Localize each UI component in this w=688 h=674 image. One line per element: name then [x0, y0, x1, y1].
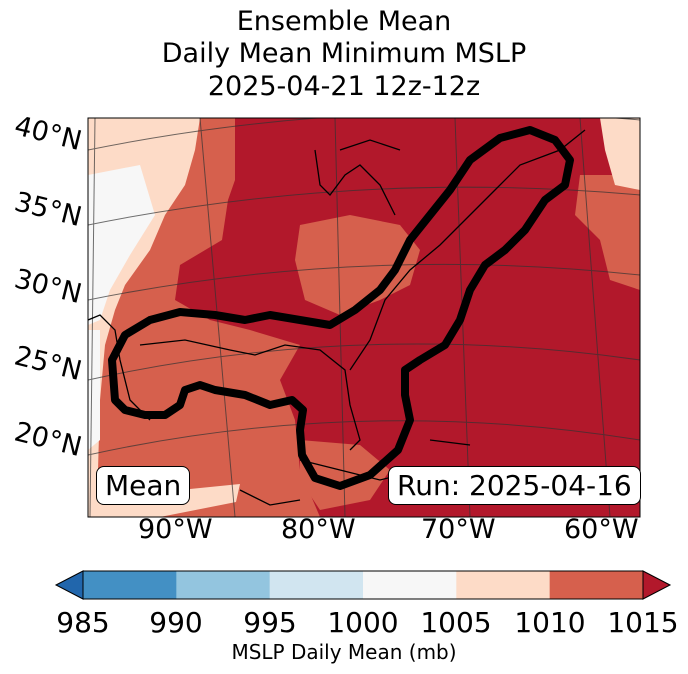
colorbar-tick-990: 990 — [149, 606, 203, 639]
map-area — [88, 118, 640, 517]
colorbar-tick-1015: 1015 — [607, 606, 679, 639]
region-1000-sw — [88, 330, 100, 450]
title-line-3: 2025-04-21 12z-12z — [207, 71, 481, 102]
lon-label-60w: 60°W — [564, 514, 639, 545]
colorbar — [54, 570, 672, 600]
region-1010-east — [575, 175, 640, 290]
run-date-badge: Run: 2025-04-16 — [388, 466, 641, 505]
colorbar-over-arrow — [642, 570, 672, 600]
colorbar-bin-4 — [456, 571, 551, 599]
colorbar-bin-3 — [363, 571, 457, 599]
colorbar-bin-0 — [83, 571, 177, 599]
colorbar-tick-1000: 1000 — [327, 606, 399, 639]
region-1000 — [88, 165, 155, 325]
mean-badge: Mean — [96, 466, 191, 505]
region-1010-central — [295, 215, 420, 315]
lon-label-70w: 70°W — [421, 514, 496, 545]
map-frame — [87, 117, 641, 518]
colorbar-frame — [82, 570, 644, 600]
lon-label-90w: 90°W — [138, 514, 213, 545]
colorbar-bin-5 — [549, 571, 644, 599]
region-1005-east — [600, 118, 640, 190]
title-line-2: Daily Mean Minimum MSLP — [161, 38, 527, 69]
colorbar-label: MSLP Daily Mean (mb) — [231, 640, 457, 664]
colorbar-under-arrow — [54, 570, 84, 600]
colorbar-tick-985: 985 — [56, 606, 110, 639]
colorbar-bin-1 — [176, 571, 271, 599]
colorbar-tick-1010: 1010 — [514, 606, 586, 639]
ensemble-contour — [108, 126, 574, 490]
title-line-1: Ensemble Mean — [236, 6, 452, 37]
colorbar-tick-995: 995 — [243, 606, 297, 639]
colorbar-bin-2 — [269, 571, 364, 599]
colorbar-tick-1005: 1005 — [420, 606, 492, 639]
region-1010-caribbean — [300, 440, 390, 510]
lon-label-80w: 80°W — [281, 514, 356, 545]
